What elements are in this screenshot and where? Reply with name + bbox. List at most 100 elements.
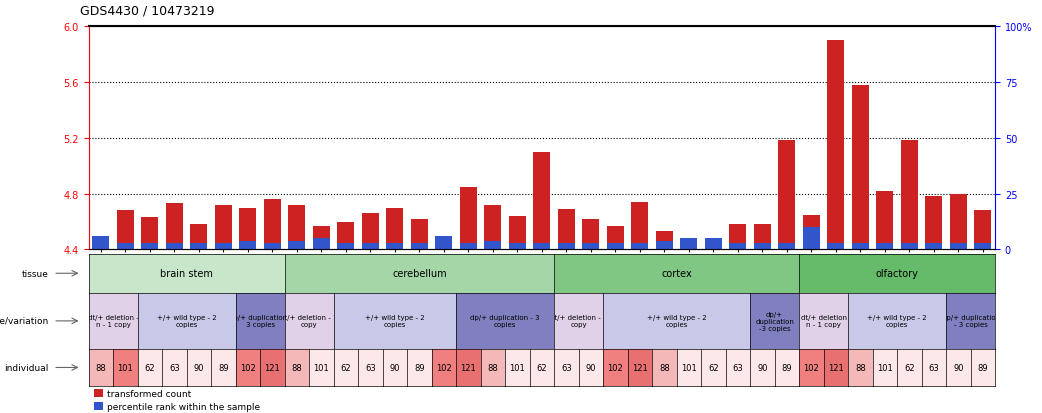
Bar — [827, 41, 844, 250]
Bar — [166, 243, 183, 250]
Bar — [851, 85, 869, 250]
Text: 62: 62 — [904, 363, 915, 372]
Text: 102: 102 — [240, 363, 255, 372]
Bar — [802, 228, 820, 250]
Bar — [362, 214, 379, 250]
Bar — [680, 242, 697, 250]
Bar — [94, 389, 103, 397]
Text: 63: 63 — [733, 363, 743, 372]
Bar — [338, 222, 354, 250]
Text: 63: 63 — [928, 363, 939, 372]
Text: 90: 90 — [758, 363, 768, 372]
Bar — [704, 239, 722, 250]
Text: 63: 63 — [561, 363, 572, 372]
Text: 101: 101 — [314, 363, 329, 372]
Text: cerebellum: cerebellum — [392, 268, 447, 279]
Bar — [142, 243, 158, 250]
Text: 121: 121 — [631, 363, 648, 372]
Text: dp/+ duplication -
3 copies: dp/+ duplication - 3 copies — [228, 315, 292, 328]
Bar — [338, 243, 354, 250]
Bar — [191, 225, 207, 250]
Text: 101: 101 — [681, 363, 697, 372]
Text: 102: 102 — [436, 363, 452, 372]
Bar — [557, 209, 575, 250]
Text: GDS4430 / 10473219: GDS4430 / 10473219 — [79, 5, 214, 18]
Text: tissue: tissue — [22, 269, 49, 278]
Text: 102: 102 — [607, 363, 623, 372]
Text: +/+ wild type - 2
copies: +/+ wild type - 2 copies — [365, 315, 425, 328]
Text: 89: 89 — [782, 363, 792, 372]
Bar — [802, 215, 820, 250]
Text: +/+ wild type - 2
copies: +/+ wild type - 2 copies — [156, 315, 217, 328]
Bar — [191, 243, 207, 250]
Bar — [166, 204, 183, 250]
Bar — [876, 191, 893, 250]
Bar — [534, 152, 550, 250]
Text: 90: 90 — [194, 363, 204, 372]
Bar — [240, 241, 256, 250]
Text: dt/+ deletion - 1
copy: dt/+ deletion - 1 copy — [550, 315, 607, 328]
Text: dt/+ deletion - 1
copy: dt/+ deletion - 1 copy — [280, 315, 338, 328]
Bar — [387, 208, 403, 250]
Text: 101: 101 — [877, 363, 893, 372]
Bar — [900, 141, 918, 250]
Bar — [827, 243, 844, 250]
Text: +/+ wild type - 2
copies: +/+ wild type - 2 copies — [867, 315, 927, 328]
Text: dp/+
duplication
-3 copies: dp/+ duplication -3 copies — [755, 311, 794, 331]
Text: 88: 88 — [488, 363, 498, 372]
Text: individual: individual — [4, 363, 49, 372]
Bar — [264, 200, 281, 250]
Bar — [215, 205, 232, 250]
Text: dt/+ deletion
n - 1 copy: dt/+ deletion n - 1 copy — [800, 315, 846, 328]
Bar — [655, 241, 673, 250]
Text: 63: 63 — [365, 363, 376, 372]
Bar — [142, 218, 158, 250]
Bar — [925, 197, 942, 250]
Bar — [436, 242, 452, 250]
Bar — [900, 243, 918, 250]
Text: 121: 121 — [461, 363, 476, 372]
Text: 121: 121 — [828, 363, 844, 372]
Bar — [289, 205, 305, 250]
Text: 88: 88 — [96, 363, 106, 372]
Text: 121: 121 — [265, 363, 280, 372]
Bar — [534, 243, 550, 250]
Bar — [582, 219, 599, 250]
Bar — [631, 202, 648, 250]
Text: 102: 102 — [803, 363, 819, 372]
Bar — [460, 187, 477, 250]
Bar — [778, 243, 795, 250]
Text: 90: 90 — [586, 363, 596, 372]
Text: brain stem: brain stem — [160, 268, 213, 279]
Text: 62: 62 — [341, 363, 351, 372]
Bar — [240, 208, 256, 250]
Bar — [93, 237, 109, 250]
Text: olfactory: olfactory — [875, 268, 919, 279]
Text: 88: 88 — [292, 363, 302, 372]
Bar — [93, 243, 109, 250]
Text: 89: 89 — [414, 363, 425, 372]
Bar — [876, 243, 893, 250]
Text: dp/+ duplication - 3
copies: dp/+ duplication - 3 copies — [470, 315, 540, 328]
Bar — [606, 226, 624, 250]
Bar — [729, 243, 746, 250]
Text: 89: 89 — [977, 363, 988, 372]
Text: 62: 62 — [145, 363, 155, 372]
Bar — [778, 141, 795, 250]
Text: 62: 62 — [537, 363, 547, 372]
Bar — [485, 241, 501, 250]
Text: 62: 62 — [708, 363, 719, 372]
Bar — [949, 194, 967, 250]
Bar — [94, 402, 103, 411]
Text: +/+ wild type - 2
copies: +/+ wild type - 2 copies — [647, 315, 706, 328]
Bar — [729, 225, 746, 250]
Bar — [508, 243, 526, 250]
Bar — [117, 211, 133, 250]
Bar — [387, 243, 403, 250]
Bar — [631, 243, 648, 250]
Text: 101: 101 — [510, 363, 525, 372]
Text: 101: 101 — [118, 363, 133, 372]
Text: transformed count: transformed count — [106, 389, 191, 398]
Bar — [974, 211, 991, 250]
Text: genotype/variation: genotype/variation — [0, 317, 49, 325]
